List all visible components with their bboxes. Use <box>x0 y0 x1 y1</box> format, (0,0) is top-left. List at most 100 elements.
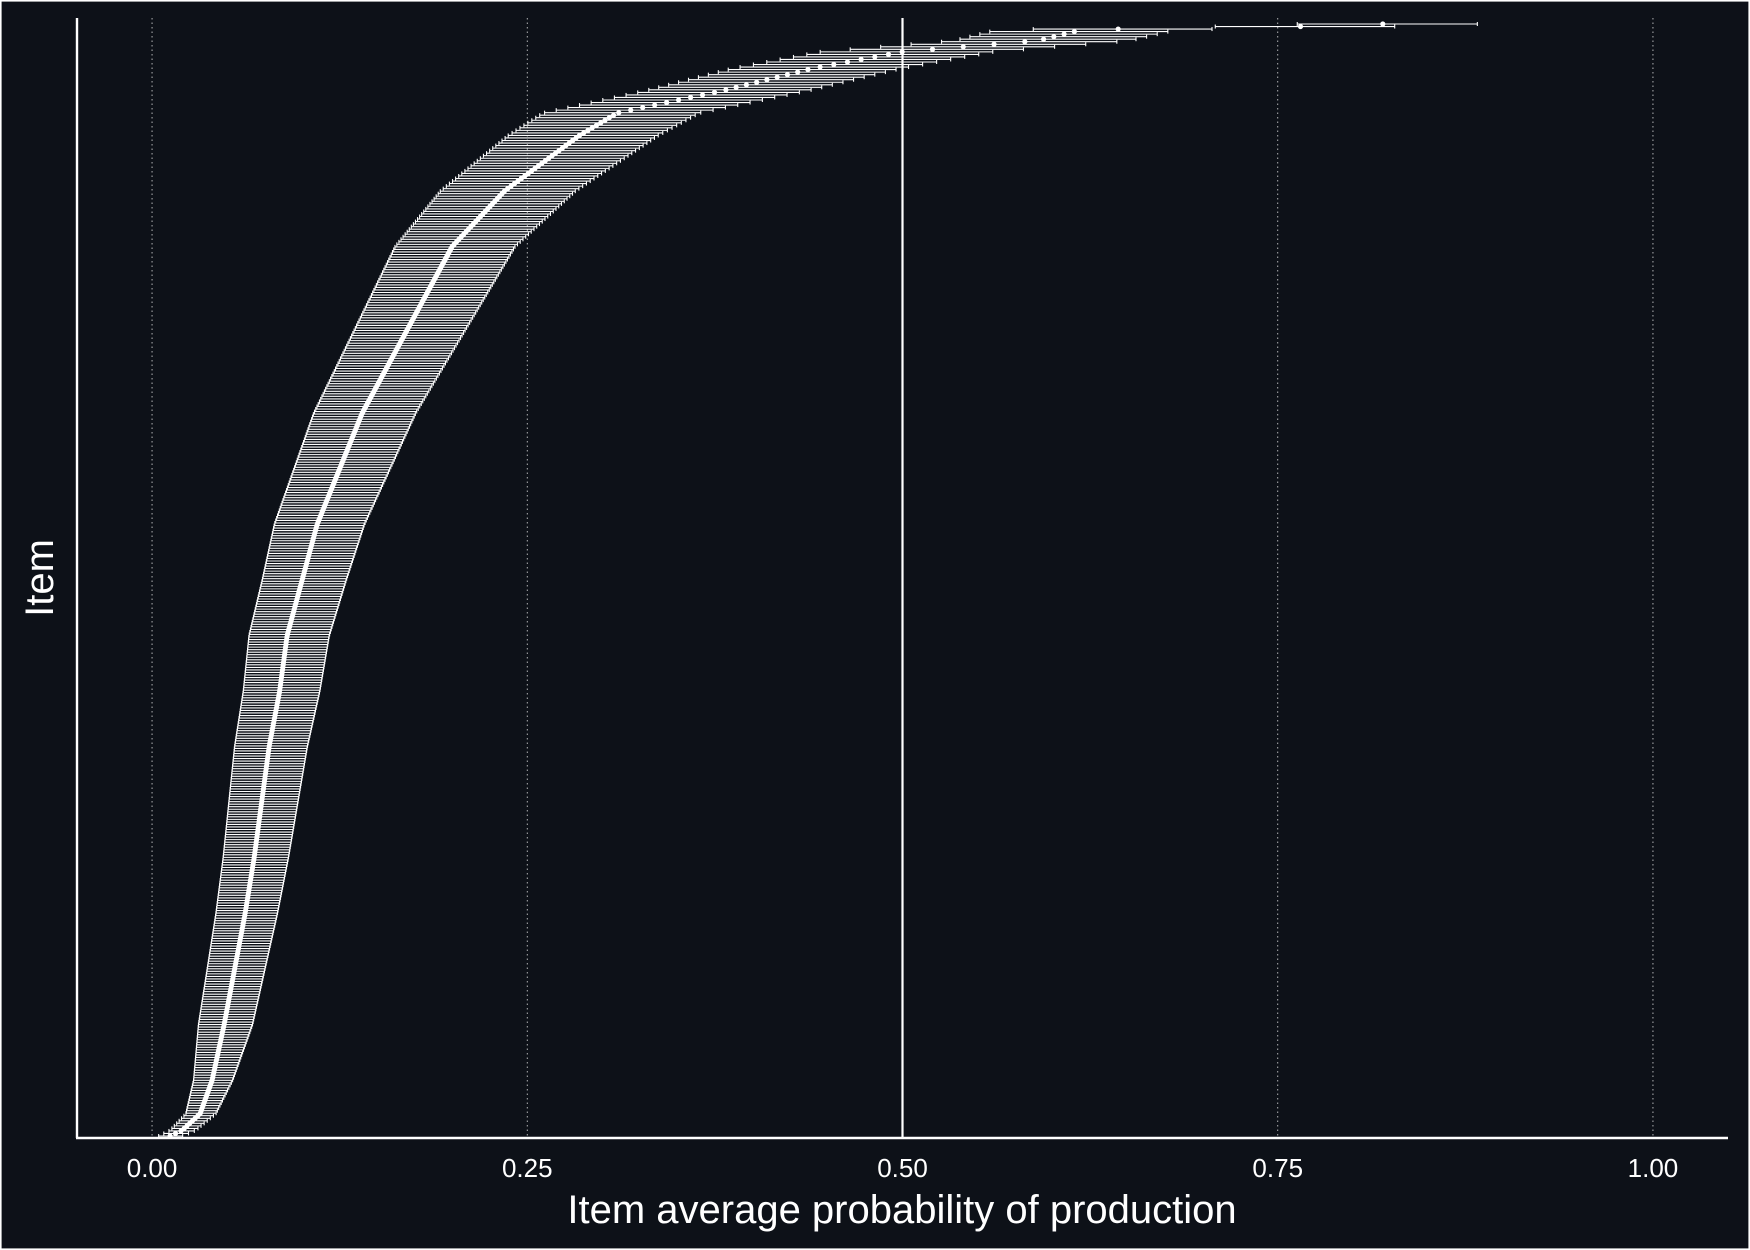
item-estimate <box>637 89 800 95</box>
estimate-point <box>585 127 591 133</box>
item-estimate <box>374 284 492 291</box>
estimate-point <box>687 94 694 101</box>
item-estimate <box>752 61 924 68</box>
item-estimate <box>578 102 739 108</box>
estimate-point <box>640 104 646 111</box>
item-estimate <box>178 1118 208 1124</box>
estimate-point <box>743 82 749 88</box>
estimate-point <box>960 44 966 50</box>
estimate-point <box>754 79 760 85</box>
estimate-point <box>606 115 612 121</box>
estimate-point <box>172 1130 179 1137</box>
item-estimate <box>388 256 508 263</box>
item-estimate <box>274 520 366 526</box>
estimate-point <box>593 122 600 128</box>
item-estimate <box>383 267 502 273</box>
estimate-point <box>711 89 718 95</box>
item-estimate <box>367 300 483 306</box>
item-estimate <box>849 46 1025 52</box>
item-estimate <box>819 49 994 55</box>
estimate-point <box>1051 34 1057 40</box>
item-estimate <box>416 216 546 222</box>
item-estimate <box>379 274 498 280</box>
estimate-point <box>602 117 608 123</box>
item-estimate <box>333 368 442 374</box>
estimate-point <box>1380 21 1386 27</box>
estimate-point <box>795 69 801 75</box>
item-estimate <box>349 335 462 341</box>
item-estimate <box>1296 21 1478 27</box>
item-estimate <box>421 211 552 217</box>
x-tick-labels: 0.00 0.25 0.50 0.75 1.00 <box>127 1153 1679 1183</box>
item-marks <box>158 21 1478 1139</box>
estimate-point <box>805 66 811 73</box>
item-estimate <box>331 373 439 379</box>
item-estimate <box>346 343 457 349</box>
estimate-point <box>784 72 791 78</box>
item-estimate <box>989 28 1169 35</box>
item-estimate <box>555 107 714 113</box>
item-estimate <box>348 338 460 344</box>
item-estimate <box>328 378 436 384</box>
item-estimate <box>806 51 980 57</box>
item-estimate <box>544 110 702 116</box>
item-estimate <box>404 231 530 237</box>
item-estimate <box>979 31 1158 37</box>
estimate-point <box>817 64 823 70</box>
item-estimate <box>410 224 538 230</box>
item-estimate <box>687 77 855 83</box>
item-estimate <box>1032 26 1213 32</box>
item-estimate <box>270 538 360 544</box>
item-estimate <box>625 92 788 98</box>
item-estimate <box>370 292 487 298</box>
x-tick-label: 0.50 <box>877 1153 928 1183</box>
estimate-point <box>872 54 878 60</box>
item-estimate <box>880 44 1056 50</box>
estimate-point <box>1115 26 1121 32</box>
item-estimate <box>727 66 897 73</box>
estimate-point <box>1040 36 1047 42</box>
x-axis-title: Item average probability of production <box>567 1188 1236 1232</box>
estimate-point <box>589 125 595 131</box>
estimate-point <box>664 99 670 106</box>
item-estimate <box>940 39 1118 45</box>
item-estimate <box>369 294 486 301</box>
item-estimate <box>792 54 966 60</box>
estimate-point <box>929 46 936 52</box>
item-estimate <box>279 505 373 511</box>
estimate-point <box>1061 31 1067 37</box>
item-estimate <box>336 363 445 369</box>
item-estimate <box>697 74 865 80</box>
estimate-point <box>831 61 837 68</box>
estimate-point <box>628 107 634 113</box>
item-estimate <box>285 487 381 493</box>
estimate-point <box>858 56 864 63</box>
item-estimate <box>168 1128 195 1134</box>
x-tick-label: 0.25 <box>502 1153 553 1183</box>
item-estimate <box>658 84 823 90</box>
item-estimate <box>590 99 751 106</box>
item-estimate <box>766 59 938 65</box>
item-estimate <box>717 69 886 75</box>
estimate-point <box>598 120 604 126</box>
item-estimate <box>326 383 433 389</box>
x-tick-label: 0.75 <box>1252 1153 1303 1183</box>
estimate-point <box>675 97 682 103</box>
item-estimate <box>259 586 345 592</box>
item-estimate <box>351 332 463 339</box>
item-estimate <box>255 603 339 610</box>
item-estimate <box>283 495 378 501</box>
item-estimate <box>257 593 342 600</box>
item-estimate <box>959 36 1137 42</box>
item-estimate <box>539 112 696 118</box>
estimate-point <box>581 130 587 136</box>
item-estimate <box>313 408 418 415</box>
estimate-point <box>616 110 622 116</box>
item-estimate <box>910 41 1087 47</box>
estimate-point <box>576 132 583 139</box>
item-estimate <box>305 431 407 437</box>
item-estimate <box>429 201 563 207</box>
x-tick-label: 1.00 <box>1628 1153 1679 1183</box>
estimate-point <box>1297 23 1304 30</box>
